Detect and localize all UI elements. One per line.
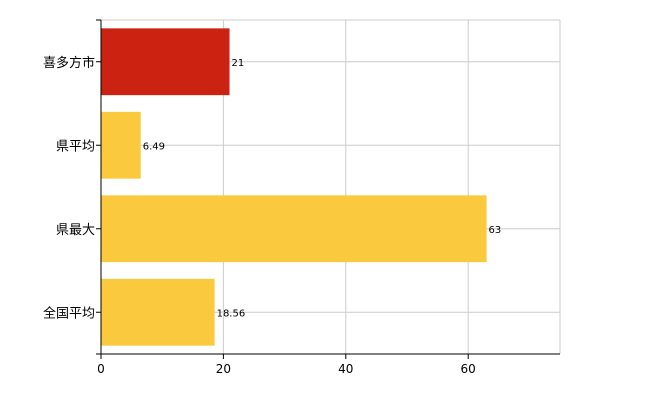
- category-label: 県最大: [56, 223, 95, 238]
- data-label: 18.56: [217, 308, 246, 319]
- x-tick-label: 40: [338, 362, 353, 376]
- bars: [101, 28, 487, 346]
- x-tick-label: 60: [461, 362, 476, 376]
- bar: [101, 195, 487, 263]
- category-label: 喜多方市: [43, 55, 95, 71]
- x-tick-label: 20: [216, 362, 231, 376]
- x-tick-label: 0: [97, 362, 105, 376]
- category-label: 県平均: [56, 139, 95, 154]
- category-label: 全国平均: [43, 305, 95, 321]
- bar: [101, 28, 230, 96]
- data-label: 21: [232, 58, 245, 69]
- bar: [101, 278, 215, 346]
- labels: 21 喜多方市 6.49 県平均 63 県最大 18.56 全国平均 0 20 40 60: [43, 55, 501, 376]
- bar: [101, 111, 141, 179]
- data-label: 63: [489, 225, 502, 236]
- data-label: 6.49: [143, 141, 165, 152]
- axes: [96, 19, 560, 359]
